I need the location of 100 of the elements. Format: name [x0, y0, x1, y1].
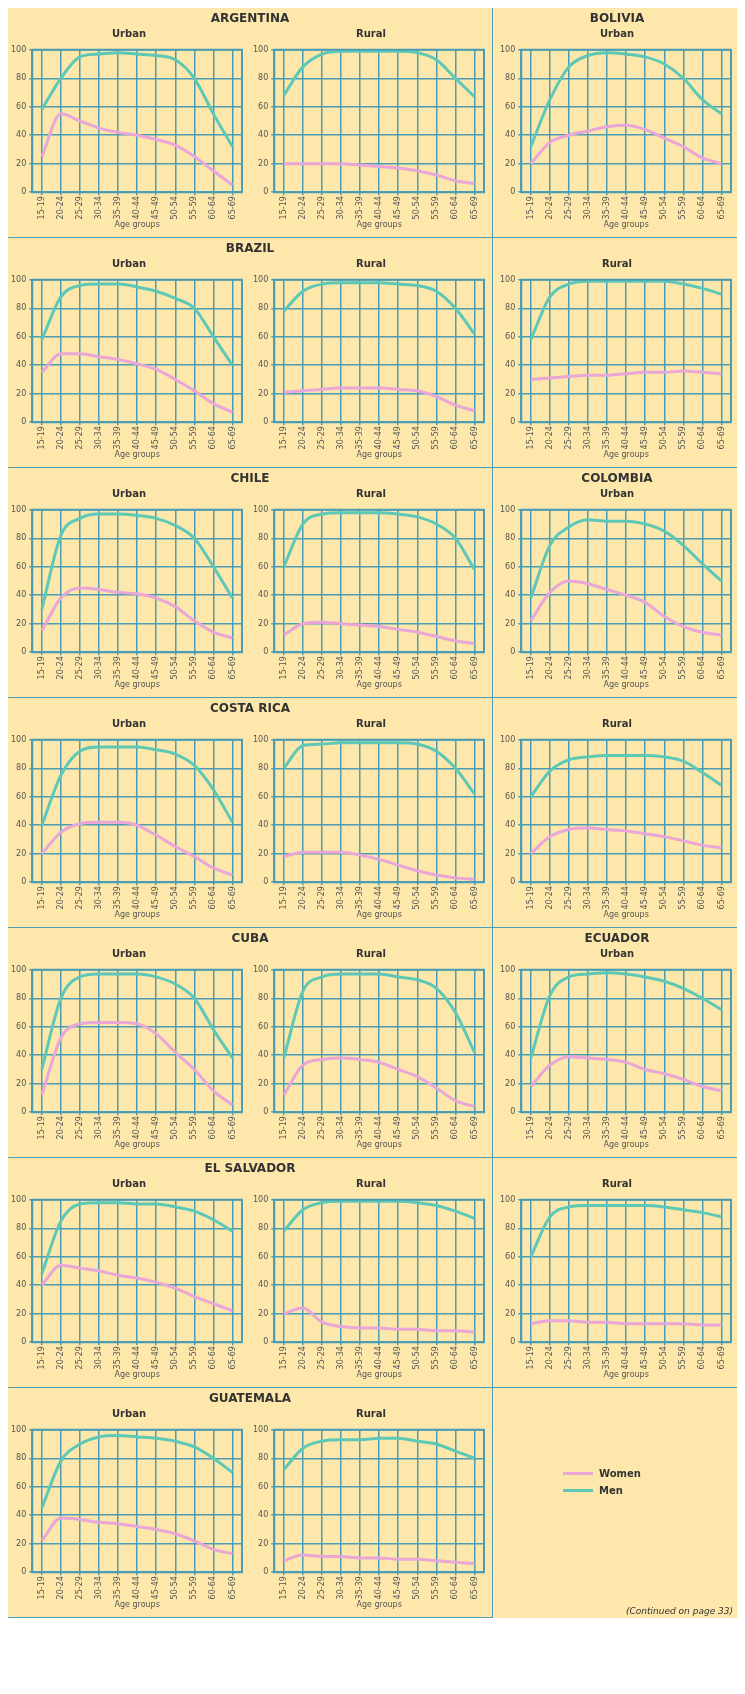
y-tick-label: 20 — [505, 848, 516, 858]
x-tick-label: 15-19 — [278, 1116, 288, 1140]
x-axis-title: Age groups — [356, 910, 402, 920]
x-tick-label: 50-54 — [170, 426, 180, 450]
x-tick-label: 25-29 — [75, 1576, 85, 1600]
line-series — [40, 820, 234, 877]
y-tick-label: 80 — [16, 533, 27, 543]
y-tick-label: 20 — [16, 1538, 27, 1548]
y-tick-label: 80 — [258, 993, 269, 1003]
y-tick-label: 60 — [505, 1021, 516, 1031]
x-tick-label: 40-44 — [374, 426, 384, 450]
y-tick-label: 60 — [16, 101, 27, 111]
x-tick-label: 35-39 — [113, 1116, 123, 1140]
y-tick-label: 0 — [21, 417, 27, 427]
y-tick-label: 40 — [16, 1280, 27, 1290]
x-tick-label: 50-54 — [412, 196, 422, 220]
y-tick-label: 60 — [258, 331, 269, 341]
x-tick-label: 60-64 — [208, 1576, 218, 1600]
line-series — [282, 1306, 476, 1334]
y-tick-label: 60 — [258, 1251, 269, 1261]
line-series — [282, 1199, 476, 1233]
line-series — [282, 511, 476, 572]
x-tick-label: 45-49 — [151, 196, 161, 220]
x-tick-label: 50-54 — [659, 656, 669, 680]
x-tick-label: 45-49 — [640, 886, 650, 910]
x-tick-label: 35-39 — [355, 656, 365, 680]
x-axis-title: Age groups — [603, 1140, 649, 1150]
y-tick-label: 20 — [16, 848, 27, 858]
x-tick-label: 35-39 — [355, 1576, 365, 1600]
x-tick-label: 65-69 — [469, 426, 479, 450]
x-tick-label: 20-24 — [544, 656, 554, 680]
y-tick-label: 80 — [505, 993, 516, 1003]
x-tick-label: 35-39 — [113, 196, 123, 220]
x-axis-title: Age groups — [603, 910, 649, 920]
x-tick-label: 65-69 — [469, 196, 479, 220]
y-tick-label: 100 — [499, 964, 516, 974]
x-tick-label: 40-44 — [132, 1576, 142, 1600]
line-series — [529, 518, 723, 600]
y-tick-label: 20 — [16, 618, 27, 628]
legend-label: Women — [599, 1468, 641, 1479]
y-tick-label: 100 — [499, 44, 516, 54]
chart-subtitle: Rural — [355, 948, 387, 961]
line-series — [529, 753, 723, 799]
x-tick-label: 55-59 — [189, 1576, 199, 1600]
y-tick-label: 20 — [16, 388, 27, 398]
chart-title: GUATEMALA — [207, 1391, 293, 1405]
chart-subtitle: Urban — [598, 948, 636, 961]
x-tick-label: 60-64 — [208, 196, 218, 220]
y-tick-label: 40 — [258, 820, 269, 830]
x-tick-label: 35-39 — [602, 196, 612, 220]
x-tick-label: 40-44 — [132, 1116, 142, 1140]
line-series — [282, 281, 476, 336]
x-tick-label: 20-24 — [297, 1346, 307, 1370]
x-tick-label: 65-69 — [469, 1346, 479, 1370]
x-tick-label: 15-19 — [278, 886, 288, 910]
chart-subtitle: Rural — [355, 1178, 387, 1191]
x-tick-label: 15-19 — [278, 196, 288, 220]
x-tick-label: 65-69 — [227, 426, 237, 450]
x-tick-label: 35-39 — [113, 1346, 123, 1370]
line-series — [40, 745, 234, 827]
y-tick-label: 100 — [252, 274, 269, 284]
x-tick-label: 15-19 — [36, 656, 46, 680]
x-tick-label: 15-19 — [36, 1116, 46, 1140]
y-tick-label: 40 — [505, 590, 516, 600]
y-tick-label: 100 — [252, 504, 269, 514]
x-tick-label: 30-34 — [583, 656, 593, 680]
line-series — [282, 49, 476, 99]
line-series — [529, 971, 723, 1060]
y-tick-label: 0 — [510, 1107, 516, 1117]
x-axis-title: Age groups — [114, 1140, 160, 1150]
y-tick-label: 40 — [505, 1280, 516, 1290]
x-tick-label: 15-19 — [36, 1576, 46, 1600]
chart-subtitle: Urban — [110, 28, 148, 41]
x-axis-title: Age groups — [603, 450, 649, 460]
x-tick-label: 60-64 — [450, 426, 460, 450]
x-tick-label: 40-44 — [621, 426, 631, 450]
y-tick-label: 80 — [505, 1223, 516, 1233]
x-tick-label: 20-24 — [55, 1116, 65, 1140]
y-tick-label: 60 — [16, 791, 27, 801]
x-tick-label: 50-54 — [412, 1346, 422, 1370]
y-tick-label: 80 — [16, 1223, 27, 1233]
y-tick-label: 80 — [258, 73, 269, 83]
x-tick-label: 45-49 — [393, 886, 403, 910]
x-tick-label: 55-59 — [678, 196, 688, 220]
x-tick-label: 30-34 — [94, 886, 104, 910]
y-tick-label: 20 — [258, 1538, 269, 1548]
x-tick-label: 60-64 — [697, 656, 707, 680]
x-tick-label: 45-49 — [393, 656, 403, 680]
y-tick-label: 0 — [510, 647, 516, 657]
x-tick-label: 60-64 — [450, 656, 460, 680]
x-tick-label: 20-24 — [544, 196, 554, 220]
x-tick-label: 30-34 — [583, 886, 593, 910]
x-axis-title: Age groups — [356, 1370, 402, 1380]
line-series — [282, 741, 476, 796]
x-tick-label: 25-29 — [564, 1116, 574, 1140]
x-tick-label: 20-24 — [297, 196, 307, 220]
x-tick-label: 50-54 — [170, 1346, 180, 1370]
y-tick-label: 60 — [505, 791, 516, 801]
y-tick-label: 100 — [10, 734, 27, 744]
x-tick-label: 65-69 — [716, 886, 726, 910]
